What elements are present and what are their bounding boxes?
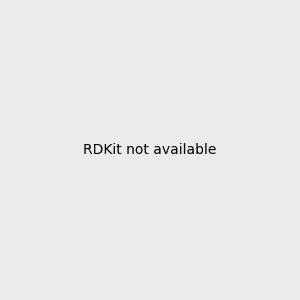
Text: RDKit not available: RDKit not available bbox=[83, 143, 217, 157]
